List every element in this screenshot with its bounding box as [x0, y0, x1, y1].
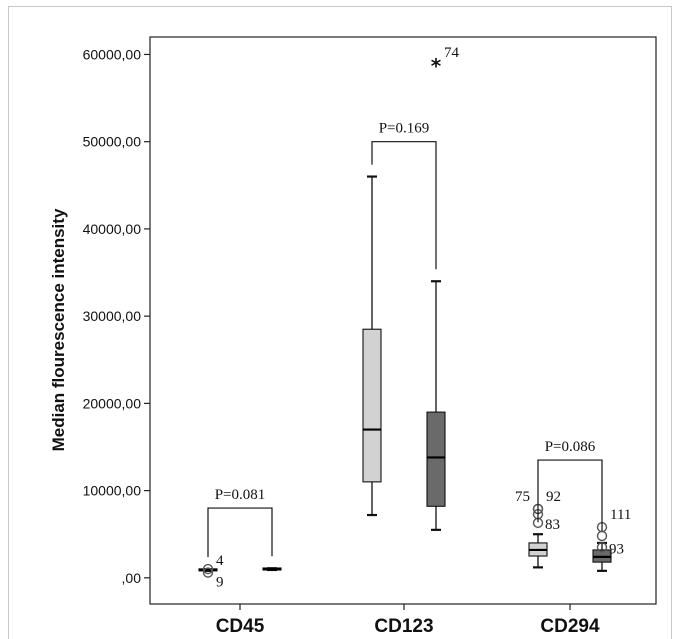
x-tick-label: CD45: [216, 616, 265, 637]
outlier-label: 4: [216, 553, 224, 569]
p-value-bracket: [207, 507, 273, 558]
outlier-label: 75: [515, 489, 530, 505]
outlier-star: *: [431, 54, 442, 78]
y-tick-label: 40000,00: [83, 221, 142, 237]
outlier-circle: [202, 567, 214, 578]
outlier-circle: [596, 542, 608, 553]
y-axis-label: Median flourescence intensity: [49, 208, 68, 451]
outlier-circle: [202, 563, 214, 575]
y-tick-label: 60000,00: [83, 46, 142, 62]
p-value-bracket: [537, 459, 603, 531]
outlier-label: 111: [610, 507, 631, 523]
y-tick-label: 20000,00: [83, 395, 142, 411]
outlier-label: 74: [444, 45, 460, 61]
y-tick-label: 30000,00: [83, 308, 142, 324]
p-value-label: P=0.086: [545, 439, 596, 455]
p-value-label: P=0.169: [379, 121, 430, 137]
y-tick-label: ,00: [122, 570, 142, 586]
figure-frame: [8, 6, 672, 639]
p-value-bracket: [371, 141, 437, 270]
x-tick-label: CD294: [540, 616, 600, 637]
y-tick-label: 10000,00: [83, 483, 142, 499]
y-tick-label: 50000,00: [83, 134, 142, 150]
box-iqr: [362, 328, 382, 483]
x-tick-label: CD123: [374, 616, 433, 637]
p-value-label: P=0.081: [215, 487, 266, 503]
outlier-label: 83: [545, 517, 560, 533]
plot-area-border: [149, 36, 657, 605]
outlier-label: 93: [609, 541, 624, 557]
box-iqr: [426, 411, 446, 507]
outlier-circle: [596, 530, 608, 542]
outlier-label: 92: [546, 489, 561, 505]
outlier-label: 9: [216, 575, 224, 591]
